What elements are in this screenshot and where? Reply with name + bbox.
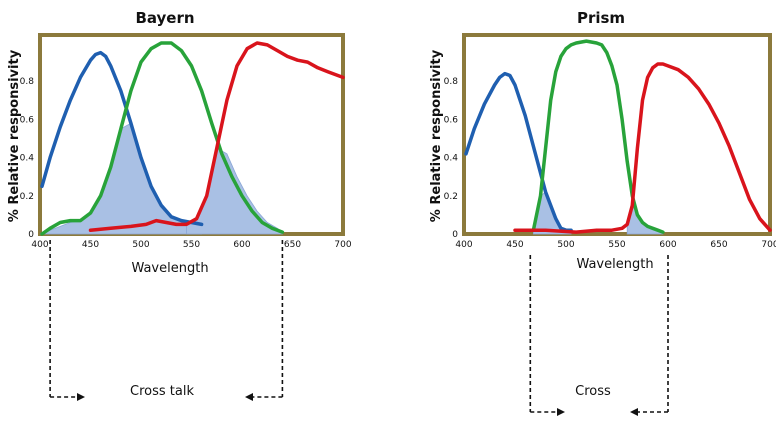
bayern-cross-talk-label: Cross talk (130, 384, 194, 399)
bayern-x-tick-450: 450 (82, 240, 99, 250)
prism-y-tick-0.8: 0.8 (444, 77, 459, 87)
prism-y-tick-0: 0 (452, 230, 458, 240)
bayern-y-tick-0.4: 0.4 (20, 154, 35, 164)
prism-chart-title: Prism (577, 9, 625, 27)
bayern-plot-frame (38, 33, 345, 236)
bayern-x-tick-650: 650 (284, 240, 301, 250)
prism-x-tick-700: 700 (761, 240, 776, 250)
prism-y-tick-0.4: 0.4 (444, 154, 459, 164)
bayern-x-tick-500: 500 (132, 240, 149, 250)
bayern-chart-title: Bayern (135, 9, 194, 27)
bayern-cross-talk-bracket (49, 240, 284, 401)
bayern-x-axis-label: Wavelength (131, 261, 208, 276)
prism-y-axis-label: % Relative responsivity (429, 49, 444, 222)
prism-y-tick-0.6: 0.6 (444, 115, 459, 125)
prism-blue-curve (464, 71, 573, 232)
bayern-y-tick-0.8: 0.8 (20, 77, 35, 87)
prism-bracket-right-arrowhead (630, 408, 638, 416)
bayern-series-lines (40, 41, 345, 236)
prism-y-ticks: 0 0.2 0.4 0.6 0.8 (444, 77, 459, 240)
prism-x-tick-450: 450 (506, 240, 523, 250)
bayern-green-curve (40, 41, 285, 236)
prism-x-axis-label: Wavelength (576, 257, 653, 272)
bayern-y-tick-0.2: 0.2 (20, 192, 34, 202)
bayern-blue-curve (40, 50, 204, 227)
bayern-bracket-right-arrowhead (245, 393, 253, 401)
prism-green-curve (531, 39, 665, 234)
bayern-x-tick-700: 700 (334, 240, 351, 250)
bayern-y-ticks: 0 0.2 0.4 0.6 0.8 (20, 77, 35, 240)
prism-red-curve (513, 62, 772, 234)
prism-cross-label: Cross (575, 384, 611, 399)
prism-x-tick-650: 650 (710, 240, 727, 250)
prism-cross-talk-bracket (529, 255, 669, 416)
prism-panel: Prism % Relative responsivity 400 450 500 5… (429, 9, 776, 416)
bayern-y-tick-0: 0 (28, 230, 34, 240)
bayern-x-tick-550: 550 (183, 240, 200, 250)
prism-x-tick-400: 400 (455, 240, 472, 250)
prism-x-tick-600: 600 (659, 240, 676, 250)
bayern-y-axis-label: % Relative responsivity (7, 49, 22, 222)
bayern-y-tick-0.6: 0.6 (20, 115, 35, 125)
bayern-x-tick-400: 400 (31, 240, 48, 250)
prism-x-ticks: 400 450 500 550 600 650 700 (455, 240, 776, 250)
bayern-x-tick-600: 600 (233, 240, 250, 250)
prism-series-lines (464, 39, 772, 234)
prism-x-tick-550: 550 (608, 240, 625, 250)
bayern-red-curve (88, 41, 345, 232)
prism-plot-frame (462, 33, 772, 236)
bayern-x-ticks: 400 450 500 550 600 650 700 (31, 240, 351, 250)
prism-bracket-left-arrowhead (557, 408, 565, 416)
prism-y-tick-0.2: 0.2 (444, 192, 458, 202)
bayern-panel: Bayern % Relative responsivity 400 450 500… (7, 9, 352, 401)
prism-x-tick-500: 500 (557, 240, 574, 250)
bayern-bracket-left-arrowhead (77, 393, 85, 401)
